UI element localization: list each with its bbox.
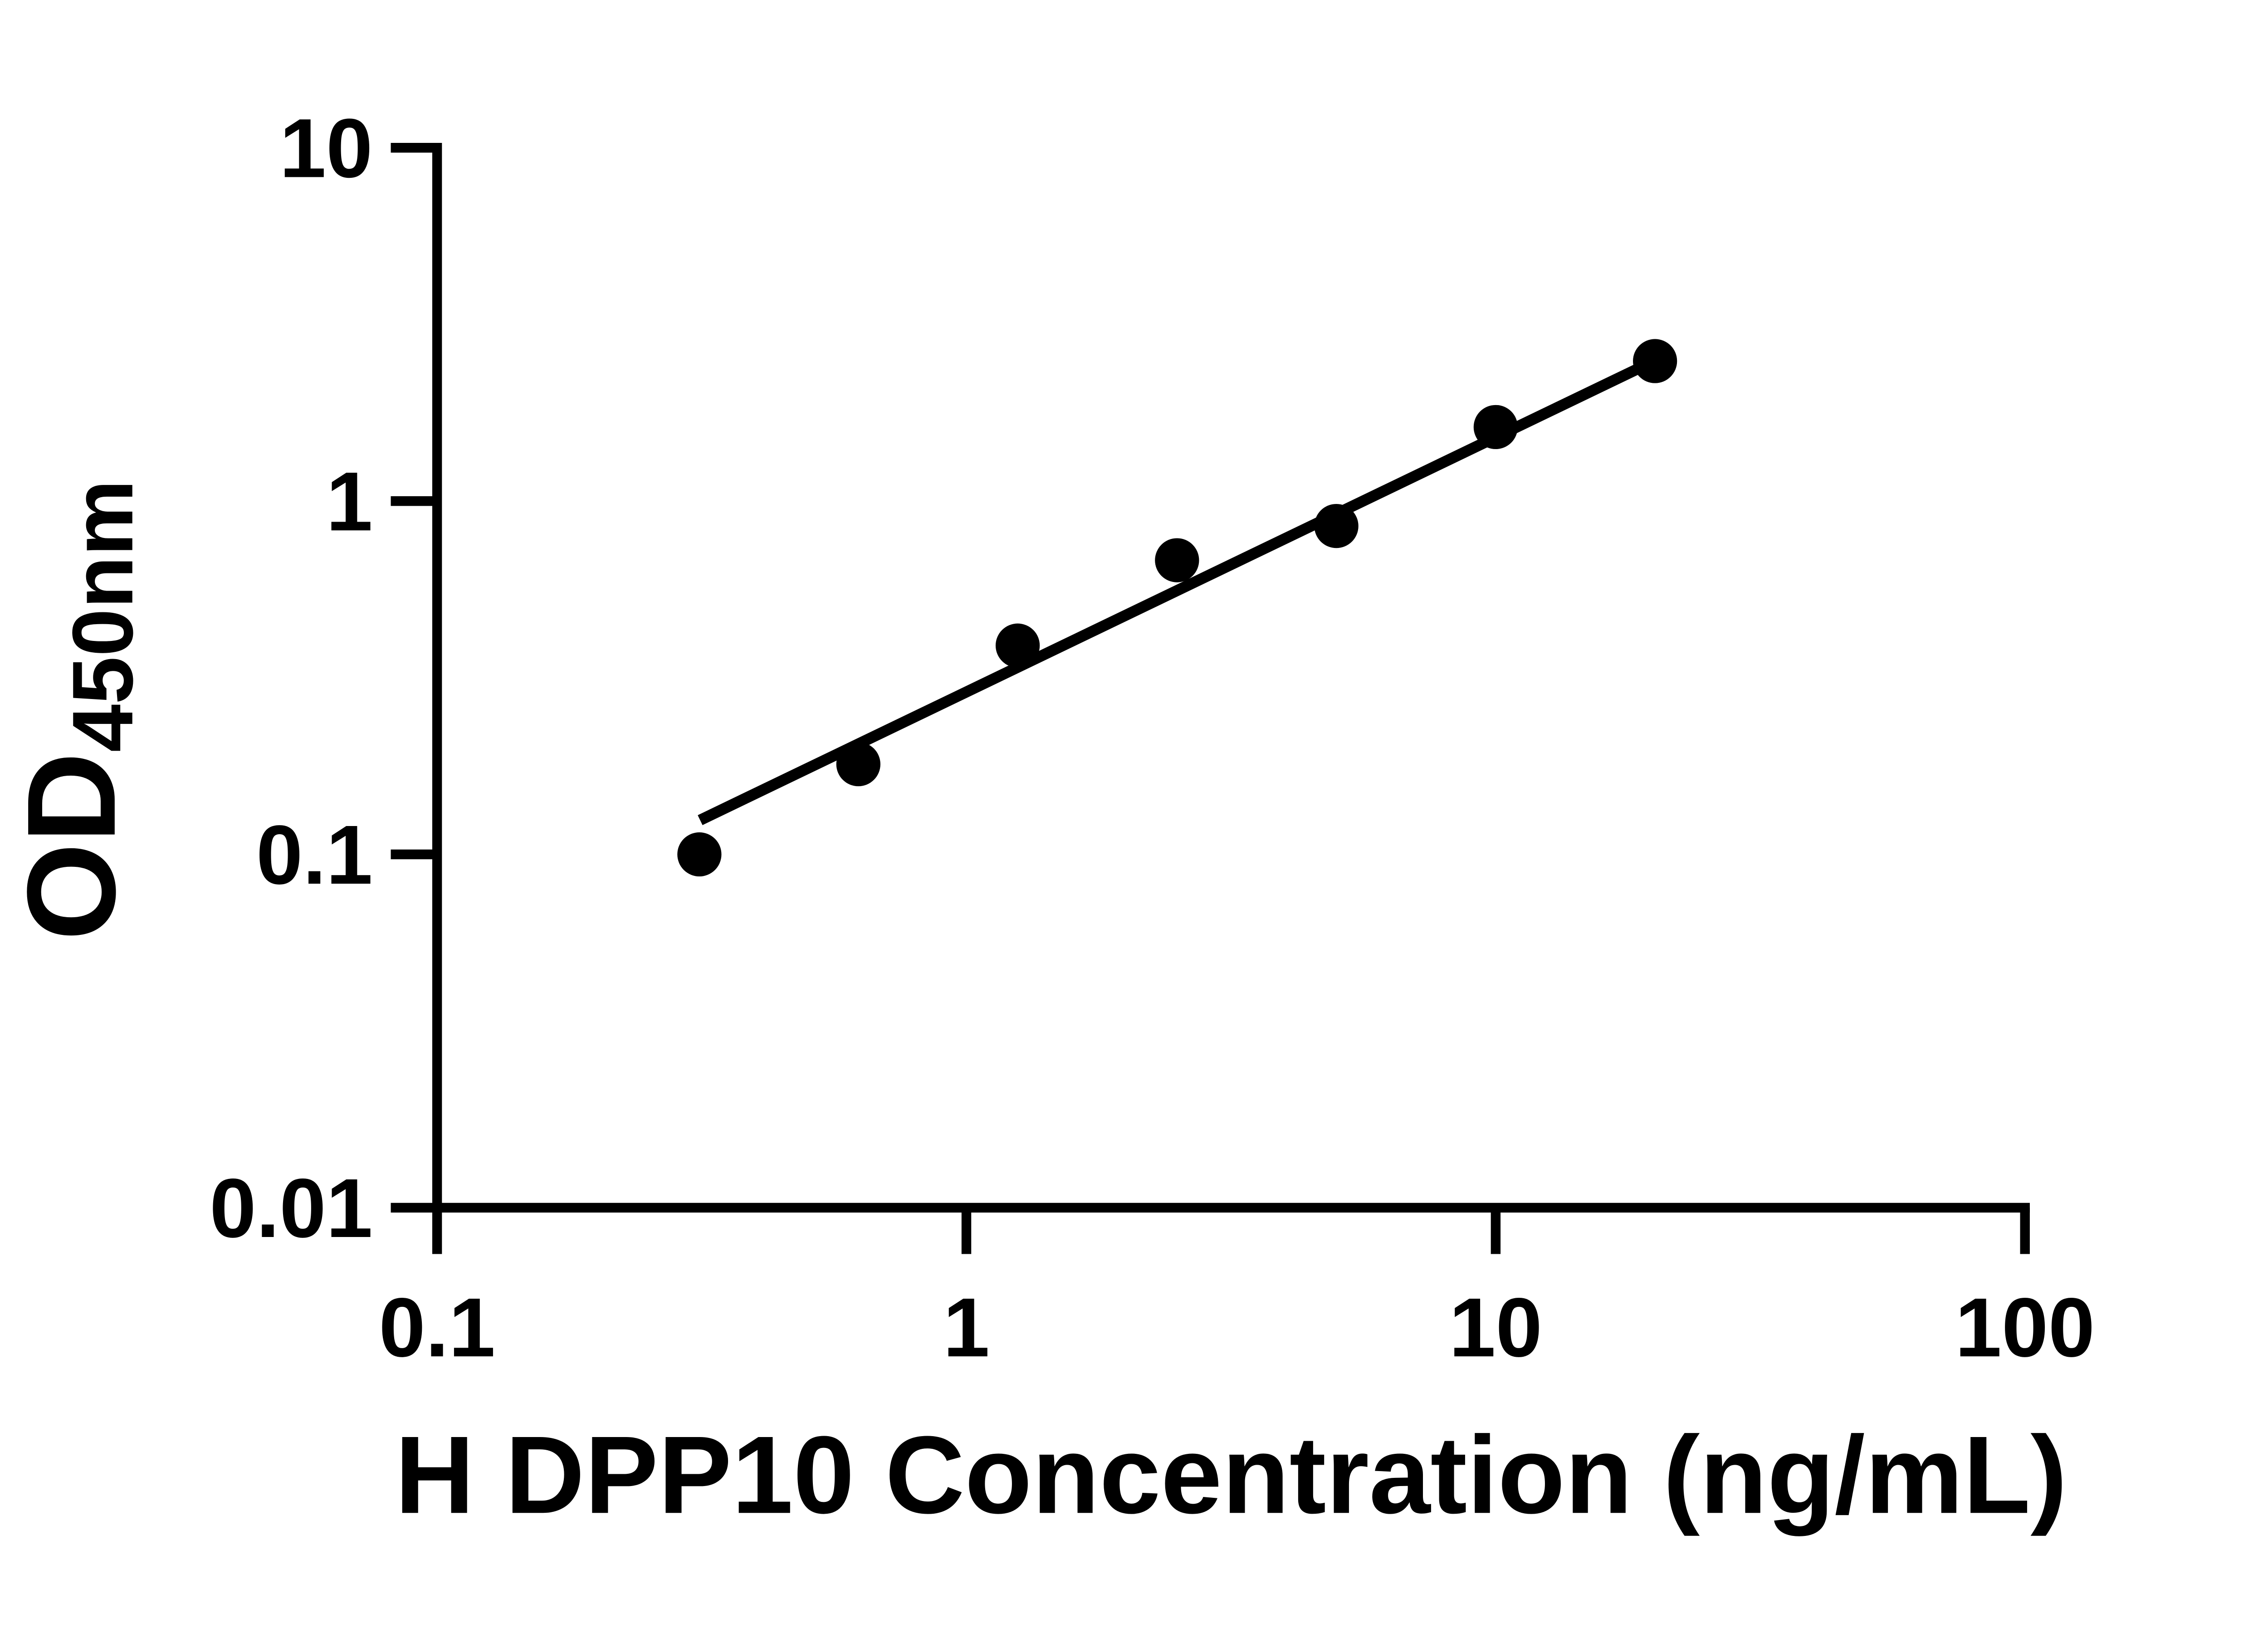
x-axis-title: H DPP10 Concentration (ng/mL) (395, 1413, 2067, 1536)
y-tick-label: 1 (326, 455, 373, 548)
y-tick-label: 0.1 (256, 808, 373, 902)
y-axis-title-subscript: 450nm (55, 479, 151, 752)
data-group (677, 339, 1677, 877)
data-point (1473, 405, 1518, 450)
data-point (1633, 339, 1677, 383)
x-tick-label: 1 (943, 1281, 990, 1374)
y-tick-label: 10 (279, 102, 373, 195)
data-point (1314, 504, 1359, 548)
y-axis-title-main: OD (1, 752, 142, 941)
data-point (995, 623, 1040, 668)
x-tick-label: 0.1 (379, 1281, 495, 1374)
elisa-standard-curve-figure: 10 1 0.1 0.01 0.1 1 10 100 H DPP10 Concentratio… (0, 102, 2095, 1537)
y-tick-label: 0.01 (210, 1162, 373, 1255)
x-tick-label: 100 (1955, 1281, 2095, 1374)
x-tick-label: 10 (1449, 1281, 1542, 1374)
data-point (836, 742, 880, 787)
data-point (1155, 538, 1199, 582)
data-point (677, 832, 722, 877)
y-axis-title: OD450nm (1, 479, 151, 940)
